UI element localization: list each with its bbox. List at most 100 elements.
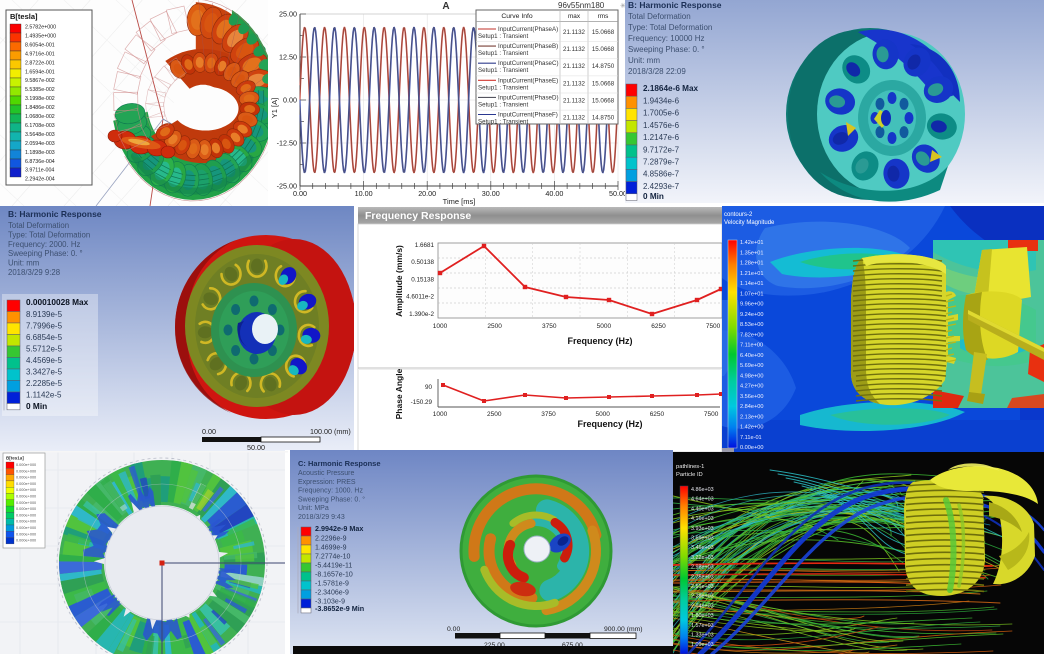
svg-text:Sweeping Phase: 0. °: Sweeping Phase: 0. ° [628,45,705,54]
svg-text:5000: 5000 [597,323,612,330]
svg-text:5.5385e-002: 5.5385e-002 [25,87,55,93]
svg-text:3.69e+03: 3.69e+03 [691,536,714,542]
svg-text:-3.8652e-9 Min: -3.8652e-9 Min [315,604,364,613]
svg-text:A: A [442,1,449,12]
svg-text:9.5867e-002: 9.5867e-002 [25,78,55,84]
svg-text:Frequency: 10000 Hz: Frequency: 10000 Hz [628,34,705,43]
svg-text:1.33e+03: 1.33e+03 [691,633,714,639]
svg-text:B[tes1a]: B[tes1a] [6,456,24,461]
svg-text:1.9434e-6: 1.9434e-6 [643,97,680,106]
svg-text:0 Min: 0 Min [643,192,664,201]
svg-text:21.1132: 21.1132 [563,97,585,104]
svg-text:Total Deformation: Total Deformation [8,221,69,230]
svg-text:1.390e-2: 1.390e-2 [409,311,434,318]
svg-text:4.86e+03: 4.86e+03 [691,487,714,493]
svg-text:12.50: 12.50 [279,53,297,62]
svg-text:6.40e+00: 6.40e+00 [740,353,764,359]
svg-text:2.51e+03: 2.51e+03 [691,584,714,590]
svg-text:0.00e+00: 0.00e+00 [740,445,764,451]
svg-text:50.00: 50.00 [609,189,627,198]
svg-text:1.80e+03: 1.80e+03 [691,613,714,619]
svg-text:3750: 3750 [542,323,557,330]
svg-text:3.1998e-002: 3.1998e-002 [25,96,55,102]
svg-text:900.00 (mm): 900.00 (mm) [604,626,643,633]
svg-text:1.14e+01: 1.14e+01 [740,281,764,287]
svg-text:675.00: 675.00 [562,642,583,649]
svg-text:7.11e+00: 7.11e+00 [740,343,763,349]
svg-text:15.0668: 15.0668 [592,97,615,104]
svg-text:4.16e+03: 4.16e+03 [691,516,714,522]
svg-text:-1.5781e-9: -1.5781e-9 [315,581,349,588]
svg-text:4.27e+00: 4.27e+00 [740,384,764,390]
svg-text:2500: 2500 [487,323,502,330]
svg-text:0.000e+000: 0.000e+000 [16,507,36,511]
svg-text:90: 90 [425,384,433,391]
svg-text:-12.50: -12.50 [277,139,297,148]
svg-text:Velocity Magnitude: Velocity Magnitude [724,220,775,226]
svg-text:4.4569e-5: 4.4569e-5 [26,356,63,365]
svg-text:InputCurrent(PhaseB): InputCurrent(PhaseB) [498,43,558,50]
svg-text:0.50138: 0.50138 [411,259,434,266]
svg-text:2.1864e-6 Max: 2.1864e-6 Max [643,84,699,93]
svg-text:1.28e+01: 1.28e+01 [740,261,764,267]
svg-text:0.00: 0.00 [447,626,460,633]
svg-text:7.2879e-7: 7.2879e-7 [643,158,680,167]
svg-text:2.5782e+000: 2.5782e+000 [25,25,56,31]
svg-text:8.53e+00: 8.53e+00 [740,322,764,328]
svg-text:0.00: 0.00 [293,189,307,198]
svg-text:Setup1 : Transient: Setup1 : Transient [478,119,528,126]
svg-text:C: Harmonic Response: C: Harmonic Response [298,459,381,468]
svg-text:40.00: 40.00 [545,189,563,198]
svg-text:6.8736e-004: 6.8736e-004 [25,159,55,165]
svg-text:Acoustic Pressure: Acoustic Pressure [298,470,355,477]
svg-text:0.000e+000: 0.000e+000 [16,539,36,543]
svg-text:20.00: 20.00 [418,189,436,198]
svg-text:Setup1 : Transient: Setup1 : Transient [478,33,528,40]
svg-text:2.9942e-9 Max: 2.9942e-9 Max [315,524,363,533]
svg-text:B[tesla]: B[tesla] [10,12,38,21]
svg-text:3750: 3750 [541,411,556,418]
svg-text:1.07e+01: 1.07e+01 [740,291,764,297]
svg-text:0.00010028 Max: 0.00010028 Max [26,297,89,307]
svg-text:7.2774e-10: 7.2774e-10 [315,554,351,561]
svg-text:Frequency: 1000. Hz: Frequency: 1000. Hz [298,488,363,495]
svg-text:3.22e+03: 3.22e+03 [691,555,714,561]
svg-text:0.00: 0.00 [202,427,216,436]
svg-text:1.35e+01: 1.35e+01 [740,250,764,256]
svg-text:1.4935e+000: 1.4935e+000 [25,33,56,39]
svg-text:Y1 [A]: Y1 [A] [270,98,279,118]
svg-text:3.56e+00: 3.56e+00 [740,394,764,400]
svg-text:Total Deformation: Total Deformation [628,12,691,21]
svg-text:2.2942e-004: 2.2942e-004 [25,177,55,183]
svg-text:4.64e+03: 4.64e+03 [691,497,714,503]
svg-text:14.8750: 14.8750 [592,115,615,122]
svg-text:4.8586e-7: 4.8586e-7 [643,170,680,179]
svg-text:15.0668: 15.0668 [592,80,615,87]
svg-text:Frequency: 2000. Hz: Frequency: 2000. Hz [8,240,80,249]
svg-text:6.6854e-5: 6.6854e-5 [26,333,63,342]
svg-text:0.000e+000: 0.000e+000 [16,482,36,486]
svg-text:9.7172e-7: 9.7172e-7 [643,145,680,154]
svg-text:4.9716e-001: 4.9716e-001 [25,51,55,57]
svg-text:50.00: 50.00 [247,443,265,452]
svg-text:1.4576e-6: 1.4576e-6 [643,121,680,130]
svg-text:21.1132: 21.1132 [563,80,585,87]
svg-text:1.57e+03: 1.57e+03 [691,623,714,629]
svg-text:3.93e+03: 3.93e+03 [691,526,714,532]
svg-text:0.000e+000: 0.000e+000 [16,501,36,505]
svg-text:7500: 7500 [704,411,719,418]
svg-text:15.0668: 15.0668 [592,29,615,36]
svg-text:Sweeping Phase: 0. °: Sweeping Phase: 0. ° [8,249,83,258]
svg-text:1.0680e-002: 1.0680e-002 [25,114,55,120]
svg-text:0.000e+000: 0.000e+000 [16,495,36,499]
svg-text:0.000e+000: 0.000e+000 [16,526,36,530]
svg-text:5.69e+00: 5.69e+00 [740,363,764,369]
svg-text:Type: Total Deformation: Type: Total Deformation [628,23,712,32]
svg-text:1.42e+01: 1.42e+01 [740,240,764,246]
svg-text:InputCurrent(PhaseD): InputCurrent(PhaseD) [498,94,559,101]
svg-text:Particle ID: Particle ID [676,472,703,478]
svg-text:1.4699e-9: 1.4699e-9 [315,545,347,552]
svg-text:2.75e+03: 2.75e+03 [691,574,714,580]
svg-text:2.98e+03: 2.98e+03 [691,565,714,571]
svg-text:2.8722e-001: 2.8722e-001 [25,60,55,66]
